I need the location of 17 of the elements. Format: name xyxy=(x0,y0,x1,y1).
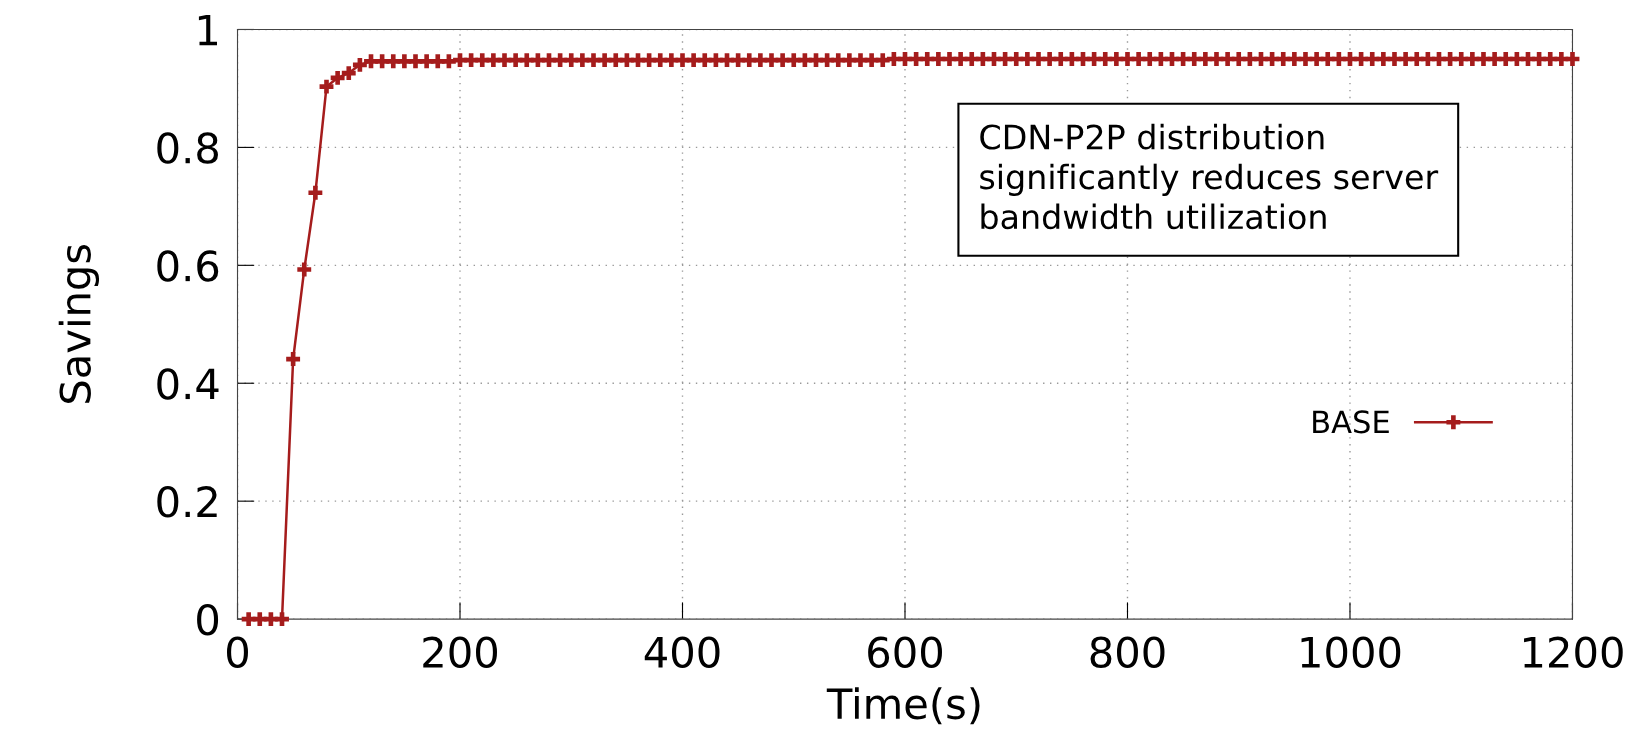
x-tick-label: 0 xyxy=(227,636,248,668)
x-tick-label: 200 xyxy=(423,636,497,668)
x-axis-title: Time(s) xyxy=(826,687,980,725)
annotation: CDN-P2P distribution significantly reduces server bandwidth utilization xyxy=(980,123,1439,230)
y-tick-label: 0.4 xyxy=(157,368,219,400)
y-axis-title: Savings xyxy=(58,244,100,403)
x-tick-label: 1000 xyxy=(1301,636,1401,668)
y-tick-label: 0.6 xyxy=(157,250,219,282)
y-tick-label: 0.8 xyxy=(157,132,218,164)
y-tick-label: 0 xyxy=(197,603,219,636)
legend-label: BASE xyxy=(1313,410,1389,434)
x-tick-label: 400 xyxy=(644,636,720,668)
x-tick-label: 800 xyxy=(1090,636,1165,668)
y-tick-label: 1 xyxy=(198,14,217,46)
x-tick-label: 1200 xyxy=(1524,636,1623,668)
y-tick-label: 0.2 xyxy=(157,486,217,518)
x-tick-label: 600 xyxy=(868,636,942,668)
